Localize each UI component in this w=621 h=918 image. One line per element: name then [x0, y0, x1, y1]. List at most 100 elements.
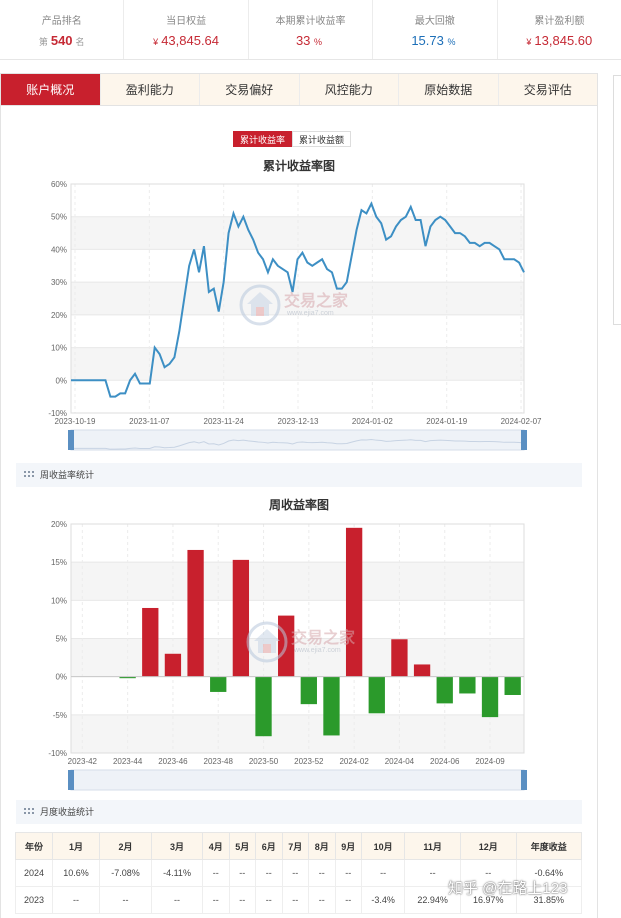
x-tick-label: 2023-42 [68, 757, 98, 766]
stat-rank-value: 540 [50, 33, 73, 48]
table-header-cell: 年份 [14, 832, 54, 860]
x-tick-label: 2023-46 [158, 757, 188, 766]
table-cell: -- [308, 859, 336, 887]
table-cell: -- [281, 859, 309, 887]
tab-profitability[interactable]: 盈利能力 [100, 74, 200, 105]
table-cell: -- [228, 886, 256, 914]
currency-symbol: ¥ [526, 37, 532, 47]
stat-profit-value: 13,845.60 [534, 33, 593, 48]
tab-risk-control[interactable]: 风控能力 [299, 74, 399, 105]
tab-preference[interactable]: 交易偏好 [200, 74, 300, 105]
stat-return-unit: % [314, 37, 323, 47]
stat-drawdown: 最大回撤 15.73 % [373, 0, 498, 59]
table-row: 2023 -- -- -- -- -- -- -- -- -- -3.4% 22.94% 16.97% 3… [14, 886, 583, 914]
bar [300, 676, 317, 705]
side-scroll-strip[interactable] [613, 75, 621, 325]
stat-profit: 累计盈利额 ¥13,845.60 [498, 0, 621, 59]
currency-symbol: ¥ [153, 37, 159, 47]
y-tick-label: 30% [51, 278, 67, 287]
bar [232, 559, 250, 677]
grid-icon [24, 808, 34, 816]
watermark-url: www.ejia7.com [287, 310, 334, 317]
y-tick-label: 10% [51, 596, 67, 605]
y-tick-label: 60% [51, 180, 67, 189]
table-header-cell: 9月 [334, 832, 362, 860]
x-tick-label: 2023-11-07 [129, 417, 170, 426]
table-cell: -3.4% [360, 886, 406, 914]
zoom-handle-left [68, 770, 74, 790]
table-cell: -- [281, 886, 309, 914]
table-cell: -- [334, 886, 362, 914]
y-tick-label: 10% [51, 344, 67, 353]
table-cell: -- [151, 886, 203, 914]
grid-band [71, 562, 524, 601]
watermark: 交易之家 www.ejia7.com [238, 283, 348, 332]
grid-icon [24, 471, 34, 479]
table-header-cell: 6月 [255, 832, 283, 860]
stat-equity-label: 当日权益 [166, 16, 207, 27]
toggle-rate-button[interactable]: 累计收益率 [233, 131, 293, 147]
monthly-section-title: 月度收益统计 [40, 807, 95, 817]
tab-raw-data[interactable]: 原始数据 [399, 74, 499, 105]
zoom-slider-preview [71, 439, 525, 450]
table-header-cell: 7月 [281, 832, 309, 860]
stat-return-label: 本期累计收益率 [275, 16, 346, 27]
bar [210, 676, 227, 692]
stat-drawdown-value: 15.73 [411, 33, 444, 48]
table-header-cell: 2月 [98, 832, 153, 860]
grid-band [71, 216, 524, 250]
table-cell: -- [202, 886, 230, 914]
stat-rank-suffix: 名 [75, 37, 85, 47]
cumulative-return-chart: 60% 50% 40% 30% 20% 10% 0% -10%2023-10-19 2023-1… [48, 180, 542, 451]
grid-band [71, 714, 524, 753]
bar [164, 653, 182, 677]
y-tick-label: 50% [51, 213, 67, 222]
stat-drawdown-unit: % [447, 37, 456, 47]
zoom-slider-track [70, 429, 525, 451]
table-header-cell: 11月 [404, 832, 461, 860]
table-cell: -- [228, 859, 256, 887]
x-tick-label: 2024-02 [339, 757, 369, 766]
bar [255, 676, 272, 737]
weekly-section-title: 周收益率统计 [40, 470, 95, 480]
table-header-cell: 12月 [459, 832, 517, 860]
bar [119, 676, 136, 679]
zoom-handle-left [68, 430, 74, 450]
tab-overview[interactable]: 账户概况 [1, 74, 101, 105]
grid-band [71, 282, 524, 315]
stat-rank: 产品排名 第 540 名 [0, 0, 125, 59]
y-tick-label: 15% [51, 558, 67, 567]
table-cell: -0.64% [515, 859, 583, 887]
stats-bar: 产品排名 第 540 名 当日权益 ¥43,845.64 本期累计收益率 33 % … [0, 0, 621, 60]
bar [345, 527, 363, 677]
x-tick-label: 2024-04 [385, 757, 415, 766]
x-tick-label: 2024-06 [430, 757, 460, 766]
table-header-cell: 5月 [228, 832, 256, 860]
table-header-cell: 8月 [308, 832, 336, 860]
zoom-handle-right [521, 770, 527, 790]
tab-evaluation[interactable]: 交易评估 [498, 74, 597, 105]
y-tick-label: 40% [51, 245, 67, 254]
y-tick-label: 0% [55, 376, 67, 385]
grid-band [71, 347, 524, 381]
table-cell: 2023 [14, 886, 54, 914]
toggle-amount-button[interactable]: 累计收益额 [292, 131, 352, 147]
bar [459, 676, 476, 694]
table-header-cell: 年度收益 [515, 832, 583, 860]
house-logo-icon [246, 621, 288, 663]
table-header-cell: 1月 [52, 832, 100, 860]
x-tick-label: 2023-10-19 [55, 417, 96, 426]
x-tick-label: 2023-52 [294, 757, 324, 766]
table-cell: 10.6% [52, 859, 100, 887]
weekly-return-chart: 20% 15% 10% 5% 0% -5% -10%2023-42 2023-44 2023-4… [48, 520, 527, 791]
table-cell: -7.08% [98, 859, 153, 887]
table-cell: -- [360, 859, 406, 887]
table-cell: 16.97% [459, 886, 517, 914]
x-tick-label: 2023-48 [204, 757, 234, 766]
bar [187, 549, 204, 677]
x-tick-label: 2023-12-13 [278, 417, 319, 426]
bar [323, 676, 340, 736]
tab-bar: 账户概况 盈利能力 交易偏好 风控能力 原始数据 交易评估 [1, 74, 597, 106]
zoom-handle-right [521, 430, 527, 450]
bar [481, 676, 499, 718]
